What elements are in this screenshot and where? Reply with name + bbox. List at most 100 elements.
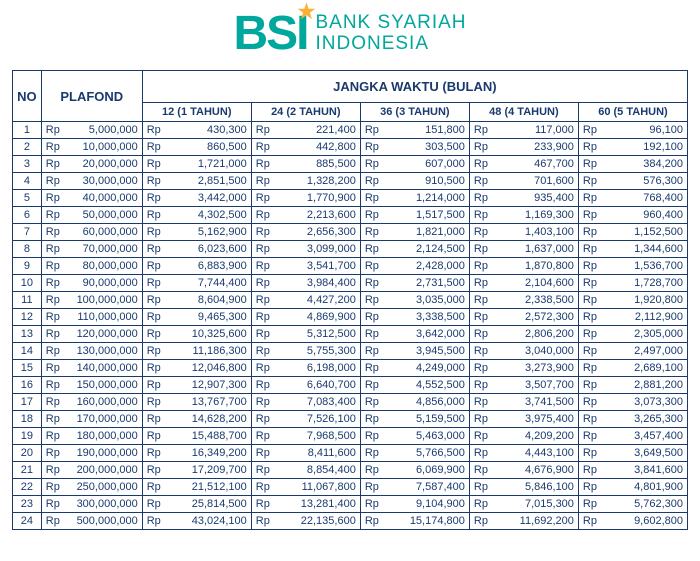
cell-period-1: Rp13,281,400 [251,496,360,513]
cell-no: 15 [13,360,42,377]
cell-period-1: Rp885,500 [251,156,360,173]
cell-no: 22 [13,479,42,496]
cell-plafond: Rp50,000,000 [41,207,142,224]
cell-period-1: Rp442,800 [251,139,360,156]
cell-period-3: Rp2,104,600 [469,275,578,292]
cell-no: 4 [13,173,42,190]
cell-period-1: Rp6,640,700 [251,377,360,394]
cell-period-2: Rp3,642,000 [360,326,469,343]
logo-line1: BANK SYARIAH [315,13,466,34]
cell-period-4: Rp192,100 [578,139,687,156]
cell-period-1: Rp3,099,000 [251,241,360,258]
cell-period-2: Rp4,552,500 [360,377,469,394]
cell-period-4: Rp2,689,100 [578,360,687,377]
cell-period-0: Rp13,767,700 [142,394,251,411]
cell-no: 2 [13,139,42,156]
cell-period-3: Rp2,806,200 [469,326,578,343]
cell-period-1: Rp3,984,400 [251,275,360,292]
cell-plafond: Rp130,000,000 [41,343,142,360]
cell-period-2: Rp4,856,000 [360,394,469,411]
cell-period-2: Rp5,463,000 [360,428,469,445]
cell-period-3: Rp3,040,000 [469,343,578,360]
cell-period-3: Rp7,015,300 [469,496,578,513]
table-row: 5Rp40,000,000Rp3,442,000Rp1,770,900Rp1,2… [13,190,688,207]
cell-period-3: Rp4,209,200 [469,428,578,445]
cell-plafond: Rp300,000,000 [41,496,142,513]
cell-period-0: Rp10,325,600 [142,326,251,343]
cell-period-1: Rp6,198,000 [251,360,360,377]
cell-period-4: Rp576,300 [578,173,687,190]
header-period-4: 60 (5 TAHUN) [578,103,687,122]
cell-period-0: Rp1,721,000 [142,156,251,173]
header-period-3: 48 (4 TAHUN) [469,103,578,122]
cell-no: 3 [13,156,42,173]
cell-period-0: Rp11,186,300 [142,343,251,360]
cell-period-2: Rp151,800 [360,122,469,139]
cell-period-1: Rp221,400 [251,122,360,139]
cell-period-1: Rp22,135,600 [251,513,360,530]
cell-period-4: Rp1,152,500 [578,224,687,241]
cell-period-0: Rp6,023,600 [142,241,251,258]
cell-period-4: Rp2,305,000 [578,326,687,343]
cell-period-0: Rp5,162,900 [142,224,251,241]
table-row: 13Rp120,000,000Rp10,325,600Rp5,312,500Rp… [13,326,688,343]
cell-period-4: Rp3,457,400 [578,428,687,445]
cell-no: 9 [13,258,42,275]
cell-period-0: Rp6,883,900 [142,258,251,275]
cell-no: 16 [13,377,42,394]
cell-plafond: Rp170,000,000 [41,411,142,428]
cell-no: 24 [13,513,42,530]
cell-no: 18 [13,411,42,428]
cell-period-0: Rp16,349,200 [142,445,251,462]
cell-period-0: Rp2,851,500 [142,173,251,190]
cell-period-2: Rp5,766,500 [360,445,469,462]
cell-no: 7 [13,224,42,241]
cell-period-1: Rp7,526,100 [251,411,360,428]
cell-plafond: Rp30,000,000 [41,173,142,190]
table-row: 12Rp110,000,000Rp9,465,300Rp4,869,900Rp3… [13,309,688,326]
cell-period-2: Rp5,159,500 [360,411,469,428]
cell-period-4: Rp4,801,900 [578,479,687,496]
table-row: 16Rp150,000,000Rp12,907,300Rp6,640,700Rp… [13,377,688,394]
header-period-0: 12 (1 TAHUN) [142,103,251,122]
cell-period-4: Rp960,400 [578,207,687,224]
cell-period-1: Rp5,755,300 [251,343,360,360]
cell-period-0: Rp15,488,700 [142,428,251,445]
cell-period-2: Rp6,069,900 [360,462,469,479]
cell-period-3: Rp467,700 [469,156,578,173]
cell-period-2: Rp15,174,800 [360,513,469,530]
cell-plafond: Rp110,000,000 [41,309,142,326]
cell-period-4: Rp2,881,200 [578,377,687,394]
cell-plafond: Rp100,000,000 [41,292,142,309]
cell-no: 13 [13,326,42,343]
cell-period-3: Rp117,000 [469,122,578,139]
cell-period-1: Rp4,869,900 [251,309,360,326]
cell-period-0: Rp17,209,700 [142,462,251,479]
cell-period-3: Rp5,846,100 [469,479,578,496]
cell-no: 19 [13,428,42,445]
cell-period-1: Rp5,312,500 [251,326,360,343]
cell-period-4: Rp768,400 [578,190,687,207]
cell-no: 17 [13,394,42,411]
cell-period-1: Rp2,656,300 [251,224,360,241]
cell-period-3: Rp2,338,500 [469,292,578,309]
cell-period-4: Rp2,112,900 [578,309,687,326]
cell-period-1: Rp7,083,400 [251,394,360,411]
header-period-group: JANGKA WAKTU (BULAN) [142,71,687,103]
cell-plafond: Rp90,000,000 [41,275,142,292]
table-row: 7Rp60,000,000Rp5,162,900Rp2,656,300Rp1,8… [13,224,688,241]
cell-period-3: Rp3,741,500 [469,394,578,411]
cell-period-2: Rp3,035,000 [360,292,469,309]
cell-period-4: Rp1,536,700 [578,258,687,275]
cell-period-3: Rp935,400 [469,190,578,207]
cell-period-1: Rp7,968,500 [251,428,360,445]
cell-period-0: Rp12,046,800 [142,360,251,377]
cell-period-3: Rp1,169,300 [469,207,578,224]
cell-period-2: Rp2,428,000 [360,258,469,275]
cell-period-1: Rp11,067,800 [251,479,360,496]
table-row: 2Rp10,000,000Rp860,500Rp442,800Rp303,500… [13,139,688,156]
cell-no: 12 [13,309,42,326]
cell-plafond: Rp190,000,000 [41,445,142,462]
brand-logo: BSI ★ BANK SYARIAH INDONESIA [12,10,688,58]
cell-plafond: Rp20,000,000 [41,156,142,173]
